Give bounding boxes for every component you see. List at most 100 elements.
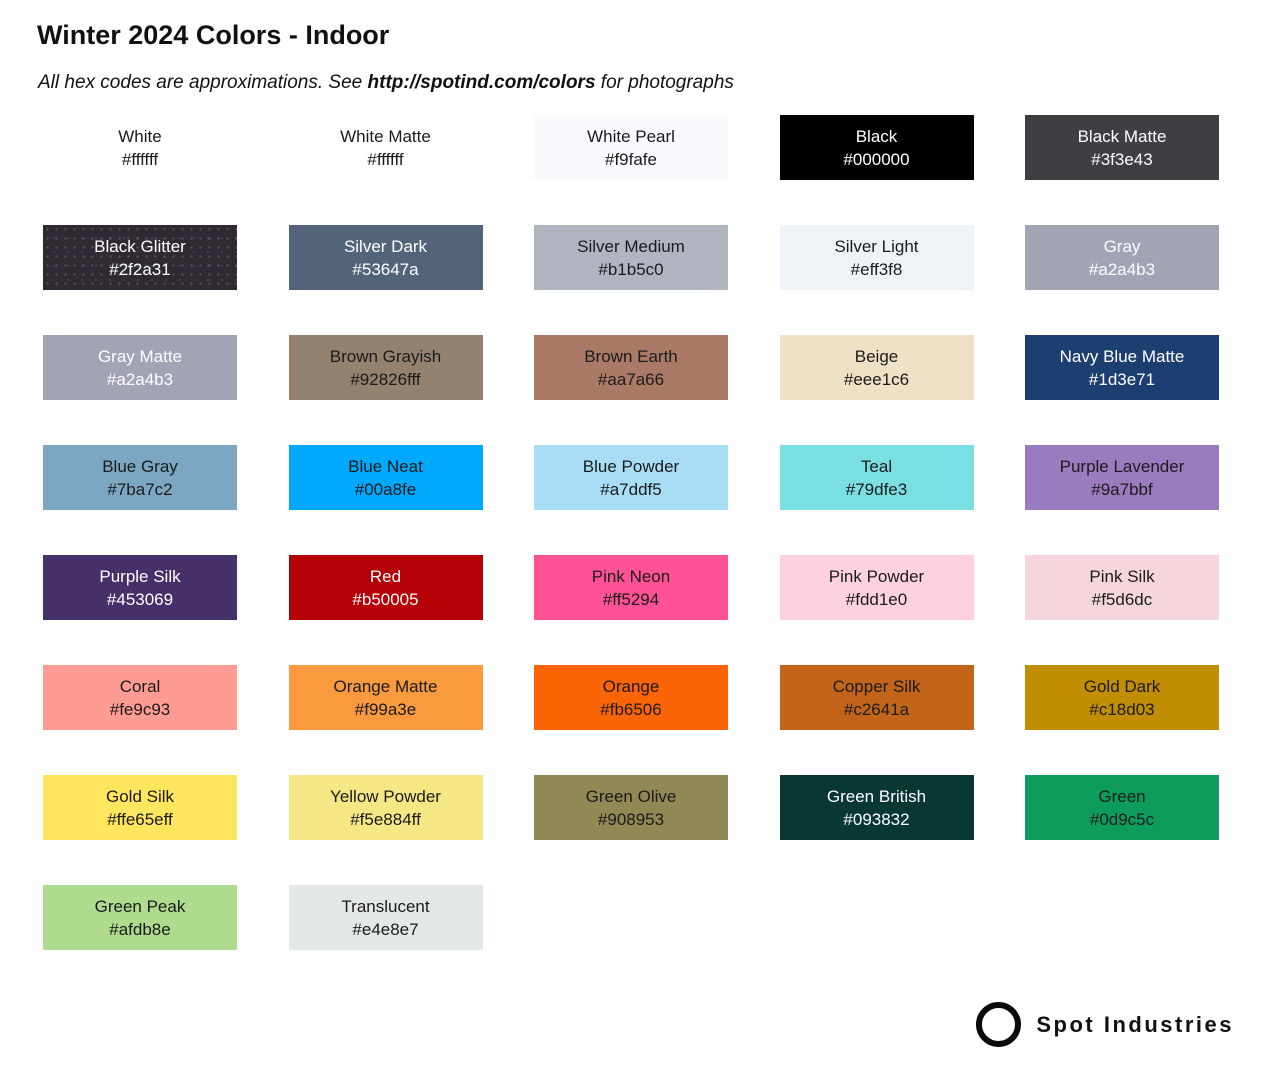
swatch-name: Orange Matte <box>333 676 438 696</box>
swatch-name: Black Matte <box>1077 126 1167 146</box>
color-swatch: Orange #fb6506 <box>534 665 728 730</box>
page-title: Winter 2024 Colors - Indoor <box>37 20 390 50</box>
color-swatch: Blue Neat #00a8fe <box>288 445 483 510</box>
color-swatch: Blue Powder #a7ddf5 <box>534 445 728 510</box>
swatch-hex: #9a7bbf <box>1091 479 1153 499</box>
swatch-name: Purple Silk <box>99 566 181 586</box>
swatch-name: Pink Powder <box>828 566 925 586</box>
subtitle: All hex codes are approximations. See ht… <box>38 72 734 94</box>
swatch-hex: #908953 <box>597 809 665 829</box>
swatch-name: Green Peak <box>94 896 186 916</box>
swatch-name: Silver Light <box>834 236 919 256</box>
swatch-hex: #ffffff <box>367 149 404 169</box>
swatch-name: Pink Silk <box>1089 566 1155 586</box>
color-swatch: Gray Matte #a2a4b3 <box>43 335 237 400</box>
color-swatch: Orange Matte #f99a3e <box>288 665 483 730</box>
swatch-hex: #fe9c93 <box>109 699 171 719</box>
color-swatch: Green #0d9c5c <box>1025 775 1219 840</box>
color-swatch: Silver Light #eff3f8 <box>779 225 974 290</box>
swatch-hex: #00a8fe <box>354 479 417 499</box>
swatch-name: Green British <box>826 786 927 806</box>
swatch-name: Red <box>369 566 402 586</box>
swatch-name: Coral <box>119 676 161 696</box>
swatch-hex: #093832 <box>843 809 910 829</box>
brand-name: Spot Industries <box>1036 1011 1234 1037</box>
color-swatch: Pink Powder #fdd1e0 <box>779 555 974 620</box>
brand-footer: Spot Industries <box>976 1002 1234 1047</box>
swatch-name: Purple Lavender <box>1059 456 1185 476</box>
swatch-name: Silver Medium <box>577 236 685 256</box>
swatch-hex: #f99a3e <box>354 699 417 719</box>
color-swatch: Green British #093832 <box>779 775 974 840</box>
swatch-grid: White #ffffff White Matte #ffffff White Pear… <box>43 115 1219 950</box>
swatch-hex: #a2a4b3 <box>106 369 174 389</box>
color-swatch: Teal #79dfe3 <box>779 445 974 510</box>
swatch-name: Yellow Powder <box>330 786 441 806</box>
swatch-hex: #79dfe3 <box>845 479 908 499</box>
swatch-hex: #f5d6dc <box>1091 589 1153 609</box>
color-swatch: Brown Earth #aa7a66 <box>534 335 728 400</box>
swatch-hex: #aa7a66 <box>597 369 665 389</box>
swatch-name: Green <box>1098 786 1146 806</box>
swatch-name: Teal <box>860 456 893 476</box>
swatch-hex: #92826fff <box>350 369 421 389</box>
swatch-hex: #a7ddf5 <box>600 479 662 499</box>
swatch-name: Gray Matte <box>97 346 183 366</box>
swatch-hex: #453069 <box>106 589 174 609</box>
swatch-hex: #2f2a31 <box>109 259 171 279</box>
color-swatch: White Matte #ffffff <box>288 115 483 180</box>
color-swatch: Pink Neon #ff5294 <box>534 555 728 620</box>
swatch-hex: #b1b5c0 <box>598 259 664 279</box>
color-swatch: Gold Dark #c18d03 <box>1025 665 1219 730</box>
swatch-name: Gold Dark <box>1083 676 1161 696</box>
color-swatch: Red #b50005 <box>288 555 483 620</box>
swatch-hex: #000000 <box>843 149 910 169</box>
color-swatch: Black #000000 <box>779 115 974 180</box>
swatch-hex: #e4e8e7 <box>352 919 419 939</box>
color-swatch: Silver Dark #53647a <box>288 225 483 290</box>
swatch-hex: #a2a4b3 <box>1088 259 1156 279</box>
color-swatch: Navy Blue Matte #1d3e71 <box>1025 335 1219 400</box>
swatch-name: Navy Blue Matte <box>1059 346 1185 366</box>
swatch-name: Green Olive <box>585 786 677 806</box>
swatch-hex: #f9fafe <box>605 149 657 169</box>
colors-url: http://spotind.com/colors <box>367 72 596 93</box>
swatch-name: Black Glitter <box>94 236 186 256</box>
swatch-hex: #53647a <box>352 259 419 279</box>
swatch-hex: #c2641a <box>843 699 910 719</box>
swatch-name: Beige <box>854 346 899 366</box>
color-swatch: Purple Lavender #9a7bbf <box>1025 445 1219 510</box>
swatch-hex: #fdd1e0 <box>845 589 908 609</box>
swatch-hex: #1d3e71 <box>1088 369 1156 389</box>
color-swatch: White #ffffff <box>43 115 237 180</box>
swatch-hex: #ffffff <box>121 149 159 169</box>
swatch-hex: #afdb8e <box>109 919 171 939</box>
color-swatch: Beige #eee1c6 <box>779 335 974 400</box>
color-swatch: Silver Medium #b1b5c0 <box>534 225 728 290</box>
color-swatch: Green Peak #afdb8e <box>43 885 237 950</box>
color-swatch: Black Glitter #2f2a31 <box>43 225 237 290</box>
swatch-name: Copper Silk <box>832 676 921 696</box>
color-swatch: Coral #fe9c93 <box>43 665 237 730</box>
swatch-name: White Pearl <box>587 126 675 146</box>
swatch-hex: #3f3e43 <box>1091 149 1153 169</box>
color-swatch: Green Olive #908953 <box>534 775 728 840</box>
swatch-hex: #eff3f8 <box>850 259 903 279</box>
swatch-name: Blue Powder <box>582 456 680 476</box>
color-swatch: Brown Grayish #92826fff <box>288 335 483 400</box>
subtitle-text-prefix: All hex codes are approximations. See <box>38 72 368 93</box>
swatch-name: Brown Grayish <box>329 346 442 366</box>
swatch-name: White Matte <box>340 126 431 146</box>
swatch-name: Pink Neon <box>591 566 671 586</box>
color-swatch: Gray #a2a4b3 <box>1025 225 1219 290</box>
swatch-hex: #f5e884ff <box>350 809 421 829</box>
swatch-hex: #ffe65eff <box>107 809 173 829</box>
color-swatch: Purple Silk #453069 <box>43 555 237 620</box>
swatch-hex: #ff5294 <box>602 589 660 609</box>
color-swatch: Blue Gray #7ba7c2 <box>43 445 237 510</box>
swatch-name: Translucent <box>341 896 430 916</box>
swatch-hex: #eee1c6 <box>843 369 910 389</box>
swatch-name: Black <box>855 126 898 146</box>
swatch-hex: #7ba7c2 <box>107 479 173 499</box>
